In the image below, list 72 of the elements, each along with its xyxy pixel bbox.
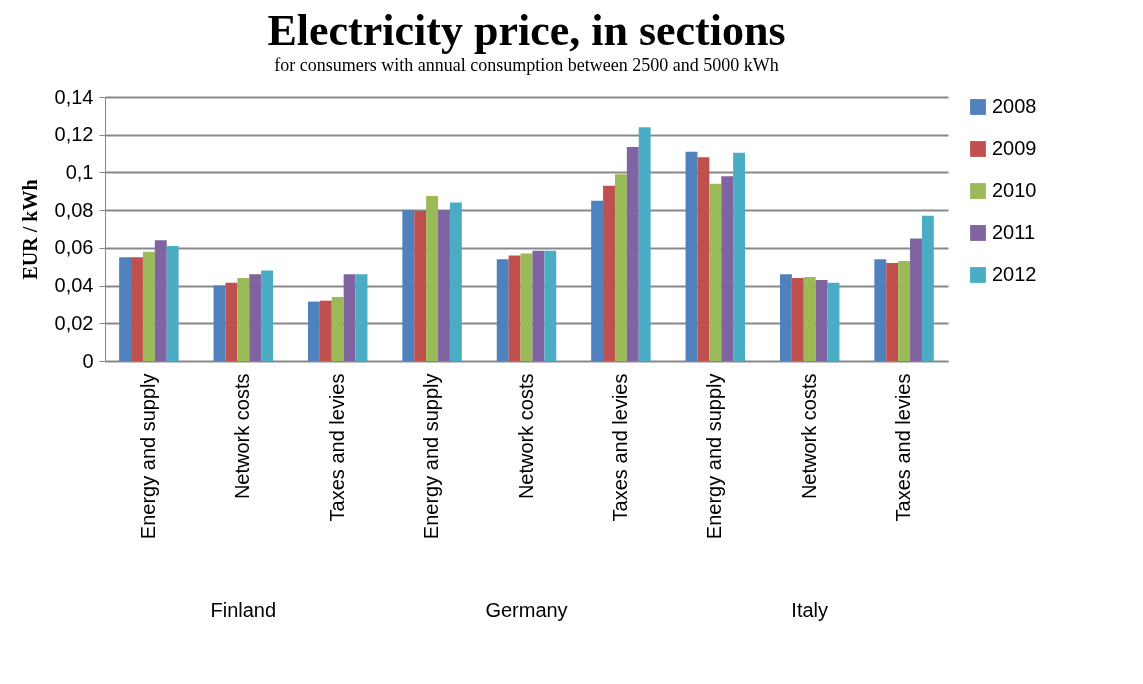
bar xyxy=(733,152,746,361)
x-tick-label: Taxes and levies xyxy=(608,373,631,522)
bar xyxy=(591,200,604,361)
bar xyxy=(779,274,792,361)
legend-label: 2010 xyxy=(992,179,1037,201)
bar xyxy=(827,282,840,361)
bar xyxy=(402,210,415,361)
bar xyxy=(119,257,132,361)
bar xyxy=(886,262,899,361)
bar xyxy=(307,301,320,361)
bar xyxy=(697,157,710,361)
bar xyxy=(874,259,887,361)
legend-label: 2008 xyxy=(992,95,1037,117)
bar xyxy=(237,278,250,361)
bar xyxy=(355,274,368,361)
bar xyxy=(213,285,226,361)
bar xyxy=(721,176,734,361)
bar xyxy=(426,196,439,361)
y-tick-label: 0,08 xyxy=(54,198,94,221)
bar xyxy=(142,251,155,361)
bar xyxy=(414,211,427,361)
y-tick-label: 0,12 xyxy=(54,123,94,146)
y-tick-label: 0,02 xyxy=(54,311,94,334)
bar xyxy=(508,255,521,361)
bar xyxy=(614,174,627,361)
bar xyxy=(921,215,934,361)
bar xyxy=(319,300,332,361)
y-tick-label: 0,06 xyxy=(54,236,94,259)
x-tick-label: Network costs xyxy=(797,373,820,500)
legend-label: 2012 xyxy=(992,263,1037,285)
y-tick-label: 0,14 xyxy=(54,85,94,108)
bar xyxy=(166,245,179,361)
bar xyxy=(803,277,816,361)
bar xyxy=(532,250,545,361)
x-tick-label: Energy and supply xyxy=(136,373,159,540)
x-tick-label: Network costs xyxy=(231,373,254,500)
bar xyxy=(438,210,450,361)
text: Italy xyxy=(791,599,829,621)
chart-subtitle: for consumers with annual consumption between 2500 and 5000 kWh xyxy=(274,55,779,75)
x-tick-label: Taxes and levies xyxy=(892,373,915,522)
bar xyxy=(225,282,238,361)
y-tick-label: 0,1 xyxy=(65,160,94,183)
bar xyxy=(261,270,274,361)
bar xyxy=(449,202,462,361)
bar xyxy=(331,296,344,361)
bar xyxy=(685,151,698,361)
text: Germany xyxy=(485,599,568,621)
bar xyxy=(496,259,509,361)
bar xyxy=(638,127,651,361)
x-tick-label: Network costs xyxy=(514,373,537,500)
text: Finland xyxy=(210,599,277,621)
x-tick-label: Taxes and levies xyxy=(325,373,348,522)
x-tick-label: Energy and supply xyxy=(420,373,443,540)
legend-label: 2011 xyxy=(992,221,1036,243)
bar xyxy=(815,279,828,361)
bar xyxy=(131,257,143,361)
bar xyxy=(343,274,356,361)
bar xyxy=(544,250,557,361)
y-tick-label: 0,04 xyxy=(54,274,94,297)
bar xyxy=(520,253,533,361)
bar xyxy=(898,261,911,361)
x-tick-label: Energy and supply xyxy=(703,373,726,540)
bar xyxy=(249,274,262,361)
y-axis-title: EUR / kWh xyxy=(18,179,41,280)
bar xyxy=(603,185,615,361)
legend-label: 2009 xyxy=(992,137,1037,159)
bar xyxy=(154,240,167,361)
bar xyxy=(910,238,922,361)
bar xyxy=(626,146,639,361)
bar xyxy=(709,183,722,361)
bar xyxy=(791,278,804,361)
y-tick-label: 0 xyxy=(82,349,94,372)
